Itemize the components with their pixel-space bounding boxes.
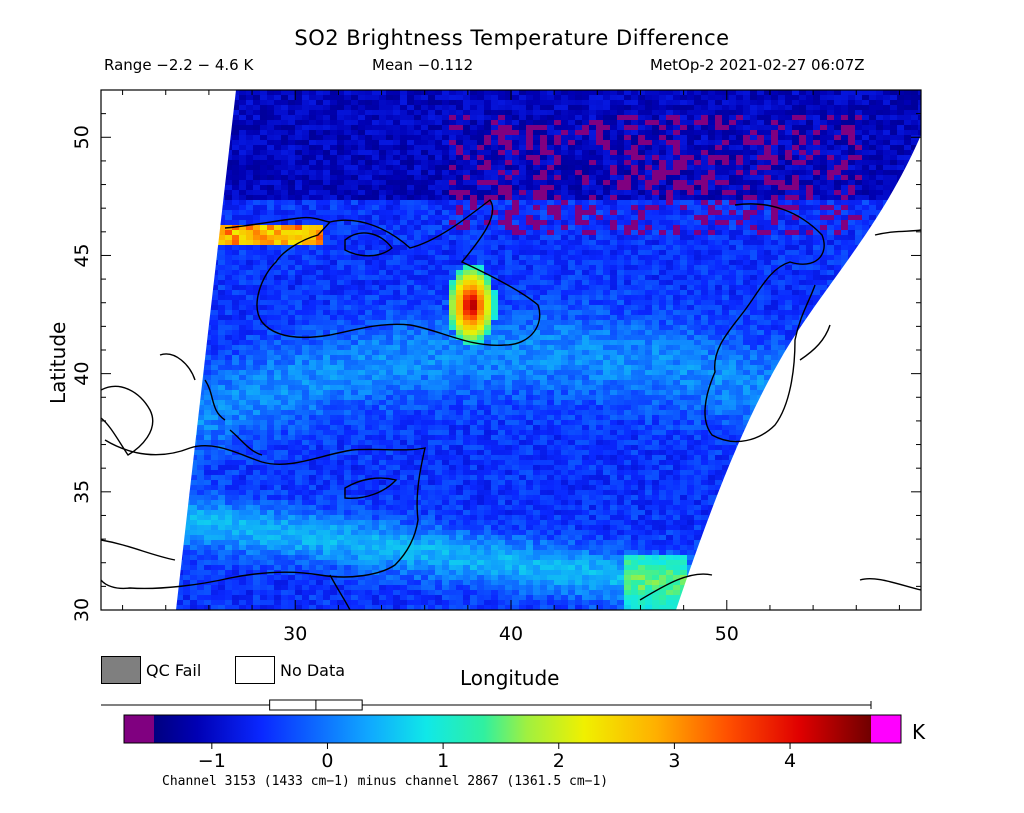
y-axis-label: Latitude <box>46 321 70 404</box>
distribution-box-plot <box>101 699 872 711</box>
colorbar-over <box>871 715 901 743</box>
colorbar-gradient <box>154 715 871 743</box>
colorbar-tick-label: 2 <box>552 750 565 772</box>
y-tick-label: 45 <box>71 243 93 267</box>
range-label: Range −2.2 − 4.6 K <box>104 56 254 74</box>
red-sea-coast <box>329 574 351 610</box>
y-tick-label: 40 <box>71 362 93 386</box>
coastlines <box>101 198 921 610</box>
east-coast <box>799 229 921 591</box>
colorbar-tick-label: 4 <box>784 750 797 772</box>
colorbar-tick-label: 3 <box>668 750 681 772</box>
y-tick-label: 30 <box>71 598 93 622</box>
qc-fail-swatch <box>101 656 141 684</box>
x-tick-label: 40 <box>499 623 523 645</box>
axis-ticks <box>101 89 921 611</box>
x-tick-label: 30 <box>283 623 307 645</box>
gulf-coast <box>639 573 713 601</box>
greece-coast <box>101 385 154 456</box>
no-data-swatch <box>235 656 275 684</box>
y-tick-label: 35 <box>71 480 93 504</box>
colorbar-under <box>124 715 154 743</box>
caspian-coast <box>704 203 825 443</box>
black-sea-coast <box>256 198 541 347</box>
crimea-coast <box>344 232 393 257</box>
colorbar-unit: K <box>912 720 926 744</box>
source-label: MetOp-2 2021-02-27 06:07Z <box>650 56 865 74</box>
colorbar-frame <box>123 714 902 744</box>
arabian-coast <box>101 539 176 561</box>
aegean-islands <box>159 353 263 456</box>
cyprus-coast <box>344 477 398 499</box>
colorbar-tick-label: 0 <box>321 750 334 772</box>
channel-footnote: Channel 3153 (1433 cm−1) minus channel 2… <box>162 774 609 789</box>
ukraine-coast <box>224 216 331 229</box>
colorbar-tick-label: −1 <box>197 750 226 772</box>
mediterranean-coast <box>101 439 426 590</box>
colorbar-tick-label: 1 <box>437 750 450 772</box>
no-data-label: No Data <box>280 661 346 680</box>
colorbar-ticks <box>211 743 791 749</box>
plot-title: SO2 Brightness Temperature Difference <box>294 26 730 50</box>
y-tick-label: 50 <box>71 125 93 149</box>
x-tick-label: 50 <box>715 623 739 645</box>
mean-label: Mean −0.112 <box>372 56 474 74</box>
axis-tick-labels: 30 40 50 30 35 40 45 50 <box>71 125 739 645</box>
qc-fail-label: QC Fail <box>146 661 202 680</box>
x-axis-label: Longitude <box>460 666 560 690</box>
